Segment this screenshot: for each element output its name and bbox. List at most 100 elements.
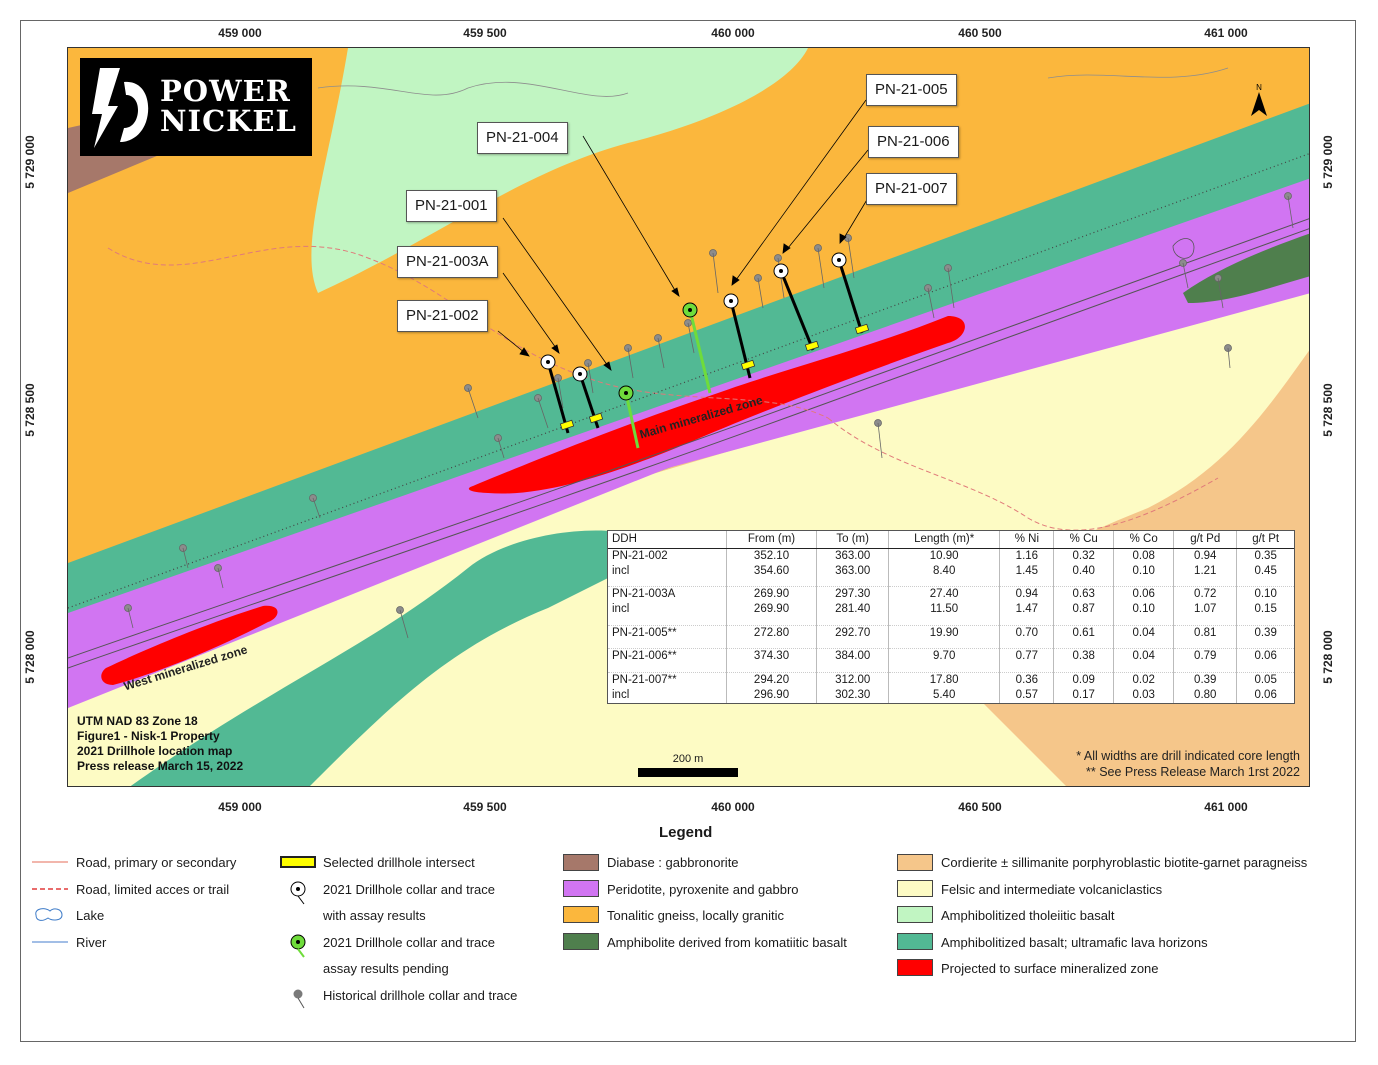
footnote: ** See Press Release March 1rst 2022 [1086, 765, 1300, 779]
y-coord-left: 5 729 000 [23, 135, 37, 189]
label-pn-21-004: PN-21-004 [477, 122, 568, 154]
table-header-cell: g/t Pt [1236, 531, 1294, 549]
x-coord-bottom: 460 500 [958, 800, 1002, 814]
table-cell: PN-21-006** [612, 650, 677, 662]
table-cell: 0.57 [999, 687, 1054, 703]
table-cell: 0.40 [1053, 563, 1114, 579]
legend-road-primary: Road, primary or secondary [76, 855, 237, 870]
table-cell: 0.10 [1236, 586, 1294, 602]
label-pn-21-006: PN-21-006 [868, 126, 959, 158]
table-cell: 0.32 [1053, 548, 1114, 564]
table-row: PN-21-005** 272.80 292.70 19.90 0.70 0.61 0.04… [608, 625, 1294, 641]
table-cell: 0.45 [1236, 563, 1294, 579]
y-coord-right: 5 728 500 [1321, 383, 1335, 437]
north-label: N [1256, 83, 1262, 92]
table-cell: 0.38 [1053, 648, 1114, 664]
table-cell: 0.36 [999, 672, 1054, 688]
x-coord-top: 460 500 [958, 26, 1002, 40]
table-cell: 0.94 [999, 586, 1054, 602]
contour-line [1047, 67, 1229, 79]
legend-komatiite: Amphibolite derived from komatiitic basa… [607, 935, 847, 950]
historical-collar-icon [293, 989, 305, 1009]
table-header-cell: % Co [1113, 531, 1174, 549]
table-spacer-row [608, 578, 1294, 587]
table-cell: 8.40 [887, 563, 1000, 579]
swatch-komatiite [563, 933, 599, 950]
legend-peridotite: Peridotite, pyroxenite and gabbro [607, 882, 799, 897]
power-nickel-logo: POWER NICKEL [80, 58, 312, 156]
table-row: incl 269.90 281.40 11.50 1.47 0.87 0.10 1.07 0.1… [608, 602, 1294, 617]
table-cell: 5.40 [887, 687, 1000, 703]
table-header-cell: % Ni [999, 531, 1054, 549]
table-cell: 296.90 [725, 687, 817, 703]
table-cell: 384.00 [816, 648, 889, 664]
table-cell: 0.72 [1173, 586, 1237, 602]
label-pn-21-002: PN-21-002 [397, 300, 488, 332]
legend-river: River [76, 935, 107, 950]
table-row: incl 296.90 302.30 5.40 0.57 0.17 0.03 0.80 0.06 [608, 687, 1294, 703]
x-coord-top: 459 500 [463, 26, 507, 40]
table-cell: 0.09 [1053, 672, 1114, 688]
road-primary-symbol [32, 861, 68, 863]
table-cell: 17.80 [887, 672, 1000, 688]
x-coord-bottom: 460 000 [711, 800, 755, 814]
legend-tonalite: Tonalitic gneiss, locally granitic [607, 908, 785, 923]
table-cell: PN-21-007** [612, 673, 677, 686]
legend-title: Legend [659, 824, 713, 841]
road-primary [68, 218, 1309, 659]
table-cell: 0.79 [1173, 648, 1237, 664]
lake [1172, 238, 1195, 259]
table-cell: PN-21-002 [612, 549, 668, 562]
legend-road-trail: Road, limited acces or trail [76, 882, 230, 897]
table-row: PN-21-002 352.10 363.00 10.90 1.16 0.32 0.08 0.… [608, 548, 1294, 564]
table-cell: incl [612, 688, 630, 701]
table-cell: PN-21-005** [612, 626, 677, 639]
table-cell: 0.06 [1236, 648, 1294, 664]
table-header-cell: From (m) [725, 531, 817, 549]
legend-historical: Historical drillhole collar and trace [323, 988, 518, 1003]
swatch-volcaniclastic [897, 880, 933, 897]
collar-assay-icon [290, 881, 306, 905]
road-trail-symbol [32, 888, 68, 890]
x-coord-bottom: 459 000 [218, 800, 262, 814]
table-cell: 19.90 [887, 625, 1000, 641]
main-mineralized-zone [468, 316, 965, 494]
table-cell: 9.70 [887, 648, 1000, 664]
table-cell: 0.63 [1053, 586, 1114, 602]
legend-intersect: Selected drillhole intersect [323, 855, 475, 870]
table-cell: 363.00 [816, 548, 889, 564]
legend-collar-assay: 2021 Drillhole collar and trace [323, 882, 495, 897]
swatch-peridotite [563, 880, 599, 897]
historical-drillholes [124, 192, 1294, 639]
swatch-tholeiite [897, 906, 933, 923]
legend-lake: Lake [76, 908, 105, 923]
table-header-cell: DDH [608, 531, 727, 549]
table-cell: 0.04 [1113, 648, 1174, 664]
table-cell: 0.70 [999, 625, 1054, 641]
label-pn-21-001: PN-21-001 [406, 190, 497, 222]
table-cell: 0.80 [1173, 687, 1237, 703]
table-header-cell: g/t Pd [1173, 531, 1237, 549]
table-cell: 0.04 [1113, 625, 1174, 641]
table-cell: 354.60 [725, 563, 817, 579]
lake-icon [35, 908, 63, 921]
legend-basalt: Amphibolitized basalt; ultramafic lava h… [941, 935, 1208, 950]
table-cell: 0.05 [1236, 672, 1294, 688]
table-cell: 272.80 [725, 625, 817, 641]
table-cell: incl [612, 564, 630, 577]
table-spacer-row [608, 664, 1294, 673]
table-cell: 11.50 [887, 602, 1000, 617]
table-cell: 10.90 [887, 548, 1000, 564]
table-cell: 0.15 [1236, 602, 1294, 617]
table-cell: 312.00 [816, 672, 889, 688]
table-cell: 0.06 [1236, 687, 1294, 703]
table-header-cell: % Cu [1053, 531, 1114, 549]
x-coord-top: 459 000 [218, 26, 262, 40]
table-row: PN-21-006** 374.30 384.00 9.70 0.77 0.38 0.04 0… [608, 648, 1294, 664]
label-pn-21-003a: PN-21-003A [397, 246, 498, 278]
map-info-block: UTM NAD 83 Zone 18 Figure1 - Nisk-1 Prop… [77, 714, 243, 774]
table-cell: 0.39 [1173, 672, 1237, 688]
table-cell: 1.16 [999, 548, 1054, 564]
table-cell: 0.10 [1113, 602, 1174, 617]
figure-frame [20, 20, 1356, 1042]
